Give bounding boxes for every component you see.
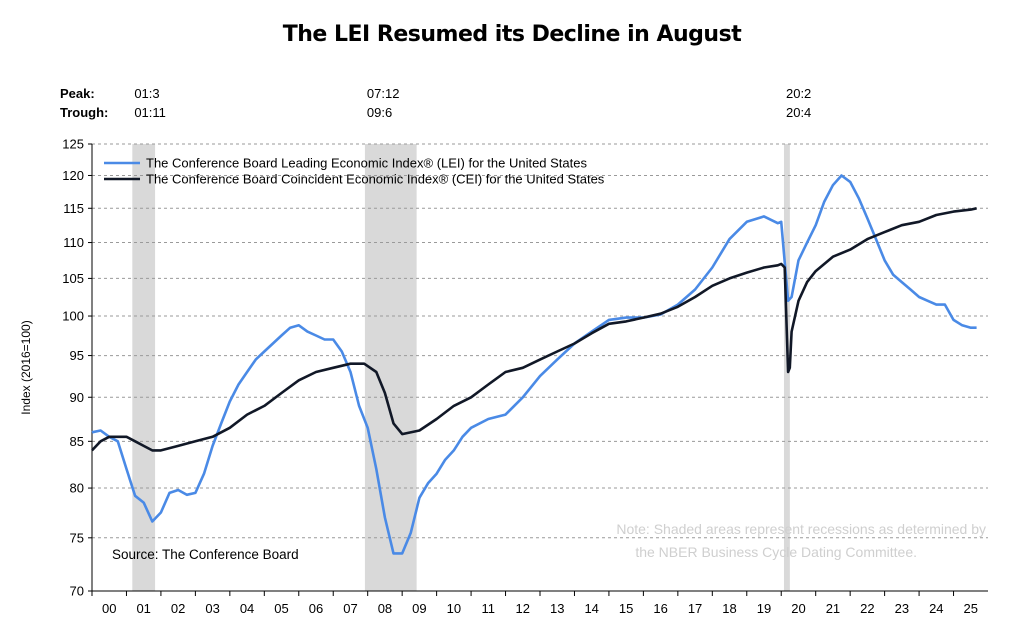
x-tick-label: 24 (929, 601, 943, 616)
labels: 01:3 01:11 07:12 09:6 20:2 20:4 Peak: Trough: 70… (19, 86, 986, 616)
x-tick-label: 04 (240, 601, 254, 616)
y-tick-label: 95 (70, 348, 84, 363)
lei-series-line (91, 174, 977, 555)
x-tick-label: 23 (895, 601, 909, 616)
y-axis-label: Index (2016=100) (19, 320, 33, 414)
y-tick-label: 85 (70, 434, 84, 449)
x-tick-label: 16 (653, 601, 667, 616)
x-tick-label: 21 (826, 601, 840, 616)
y-tick-label: 75 (70, 530, 84, 545)
x-tick-label: 25 (964, 601, 978, 616)
x-tick-label: 13 (550, 601, 564, 616)
recession-peak-label: 01:3 (134, 86, 159, 101)
recession-peak-label: 07:12 (367, 86, 400, 101)
peak-heading: Peak: (60, 86, 95, 101)
y-tick-label: 90 (70, 390, 84, 405)
x-tick-label: 08 (378, 601, 392, 616)
y-tick-label: 110 (63, 235, 84, 250)
recession-trough-label: 20:4 (786, 105, 811, 120)
y-tick-label: 120 (62, 168, 84, 183)
x-tick-label: 03 (205, 601, 219, 616)
recession-band-1 (132, 144, 156, 591)
x-tick-label: 09 (412, 601, 426, 616)
x-tick-label: 07 (343, 601, 357, 616)
x-tick-label: 05 (274, 601, 288, 616)
recession-shading (132, 144, 790, 591)
y-tick-label: 70 (70, 584, 84, 599)
y-tick-label: 115 (63, 201, 84, 216)
source-note: Source: The Conference Board (112, 547, 299, 562)
x-tick-label: 01 (136, 601, 150, 616)
trough-heading: Trough: (60, 105, 108, 120)
x-tick-label: 12 (516, 601, 530, 616)
series-lines (91, 174, 977, 555)
x-tick-label: 02 (171, 601, 185, 616)
grid-lines (92, 143, 988, 539)
recession-trough-label: 01:11 (134, 105, 166, 120)
recession-note-line-2: the NBER Business Cycle Dating Committee… (635, 544, 917, 560)
y-tick-label: 100 (62, 309, 84, 324)
cei-series-line (91, 207, 977, 452)
legend-label: The Conference Board Coincident Economic… (146, 172, 605, 187)
y-tick-label: 125 (62, 137, 84, 152)
x-tick-label: 06 (309, 601, 323, 616)
recession-band-2 (364, 144, 417, 591)
y-tick-label: 105 (62, 271, 84, 286)
legend-label: The Conference Board Leading Economic In… (146, 156, 587, 171)
recession-trough-label: 09:6 (367, 105, 392, 120)
x-tick-label: 00 (102, 601, 116, 616)
x-tick-label: 20 (791, 601, 805, 616)
recession-note-line-1: Note: Shaded areas represent recessions … (616, 521, 986, 537)
chart-title: The LEI Resumed its Decline in August (282, 22, 742, 47)
x-tick-label: 15 (619, 601, 633, 616)
y-tick-label: 80 (70, 481, 84, 496)
axes (88, 143, 988, 596)
x-tick-label: 10 (447, 601, 461, 616)
x-tick-label: 19 (757, 601, 771, 616)
x-tick-label: 14 (584, 601, 598, 616)
x-tick-label: 22 (860, 601, 874, 616)
recession-peak-label: 20:2 (786, 86, 811, 101)
x-tick-label: 17 (688, 601, 702, 616)
x-tick-label: 11 (482, 601, 496, 616)
x-tick-label: 18 (722, 601, 736, 616)
